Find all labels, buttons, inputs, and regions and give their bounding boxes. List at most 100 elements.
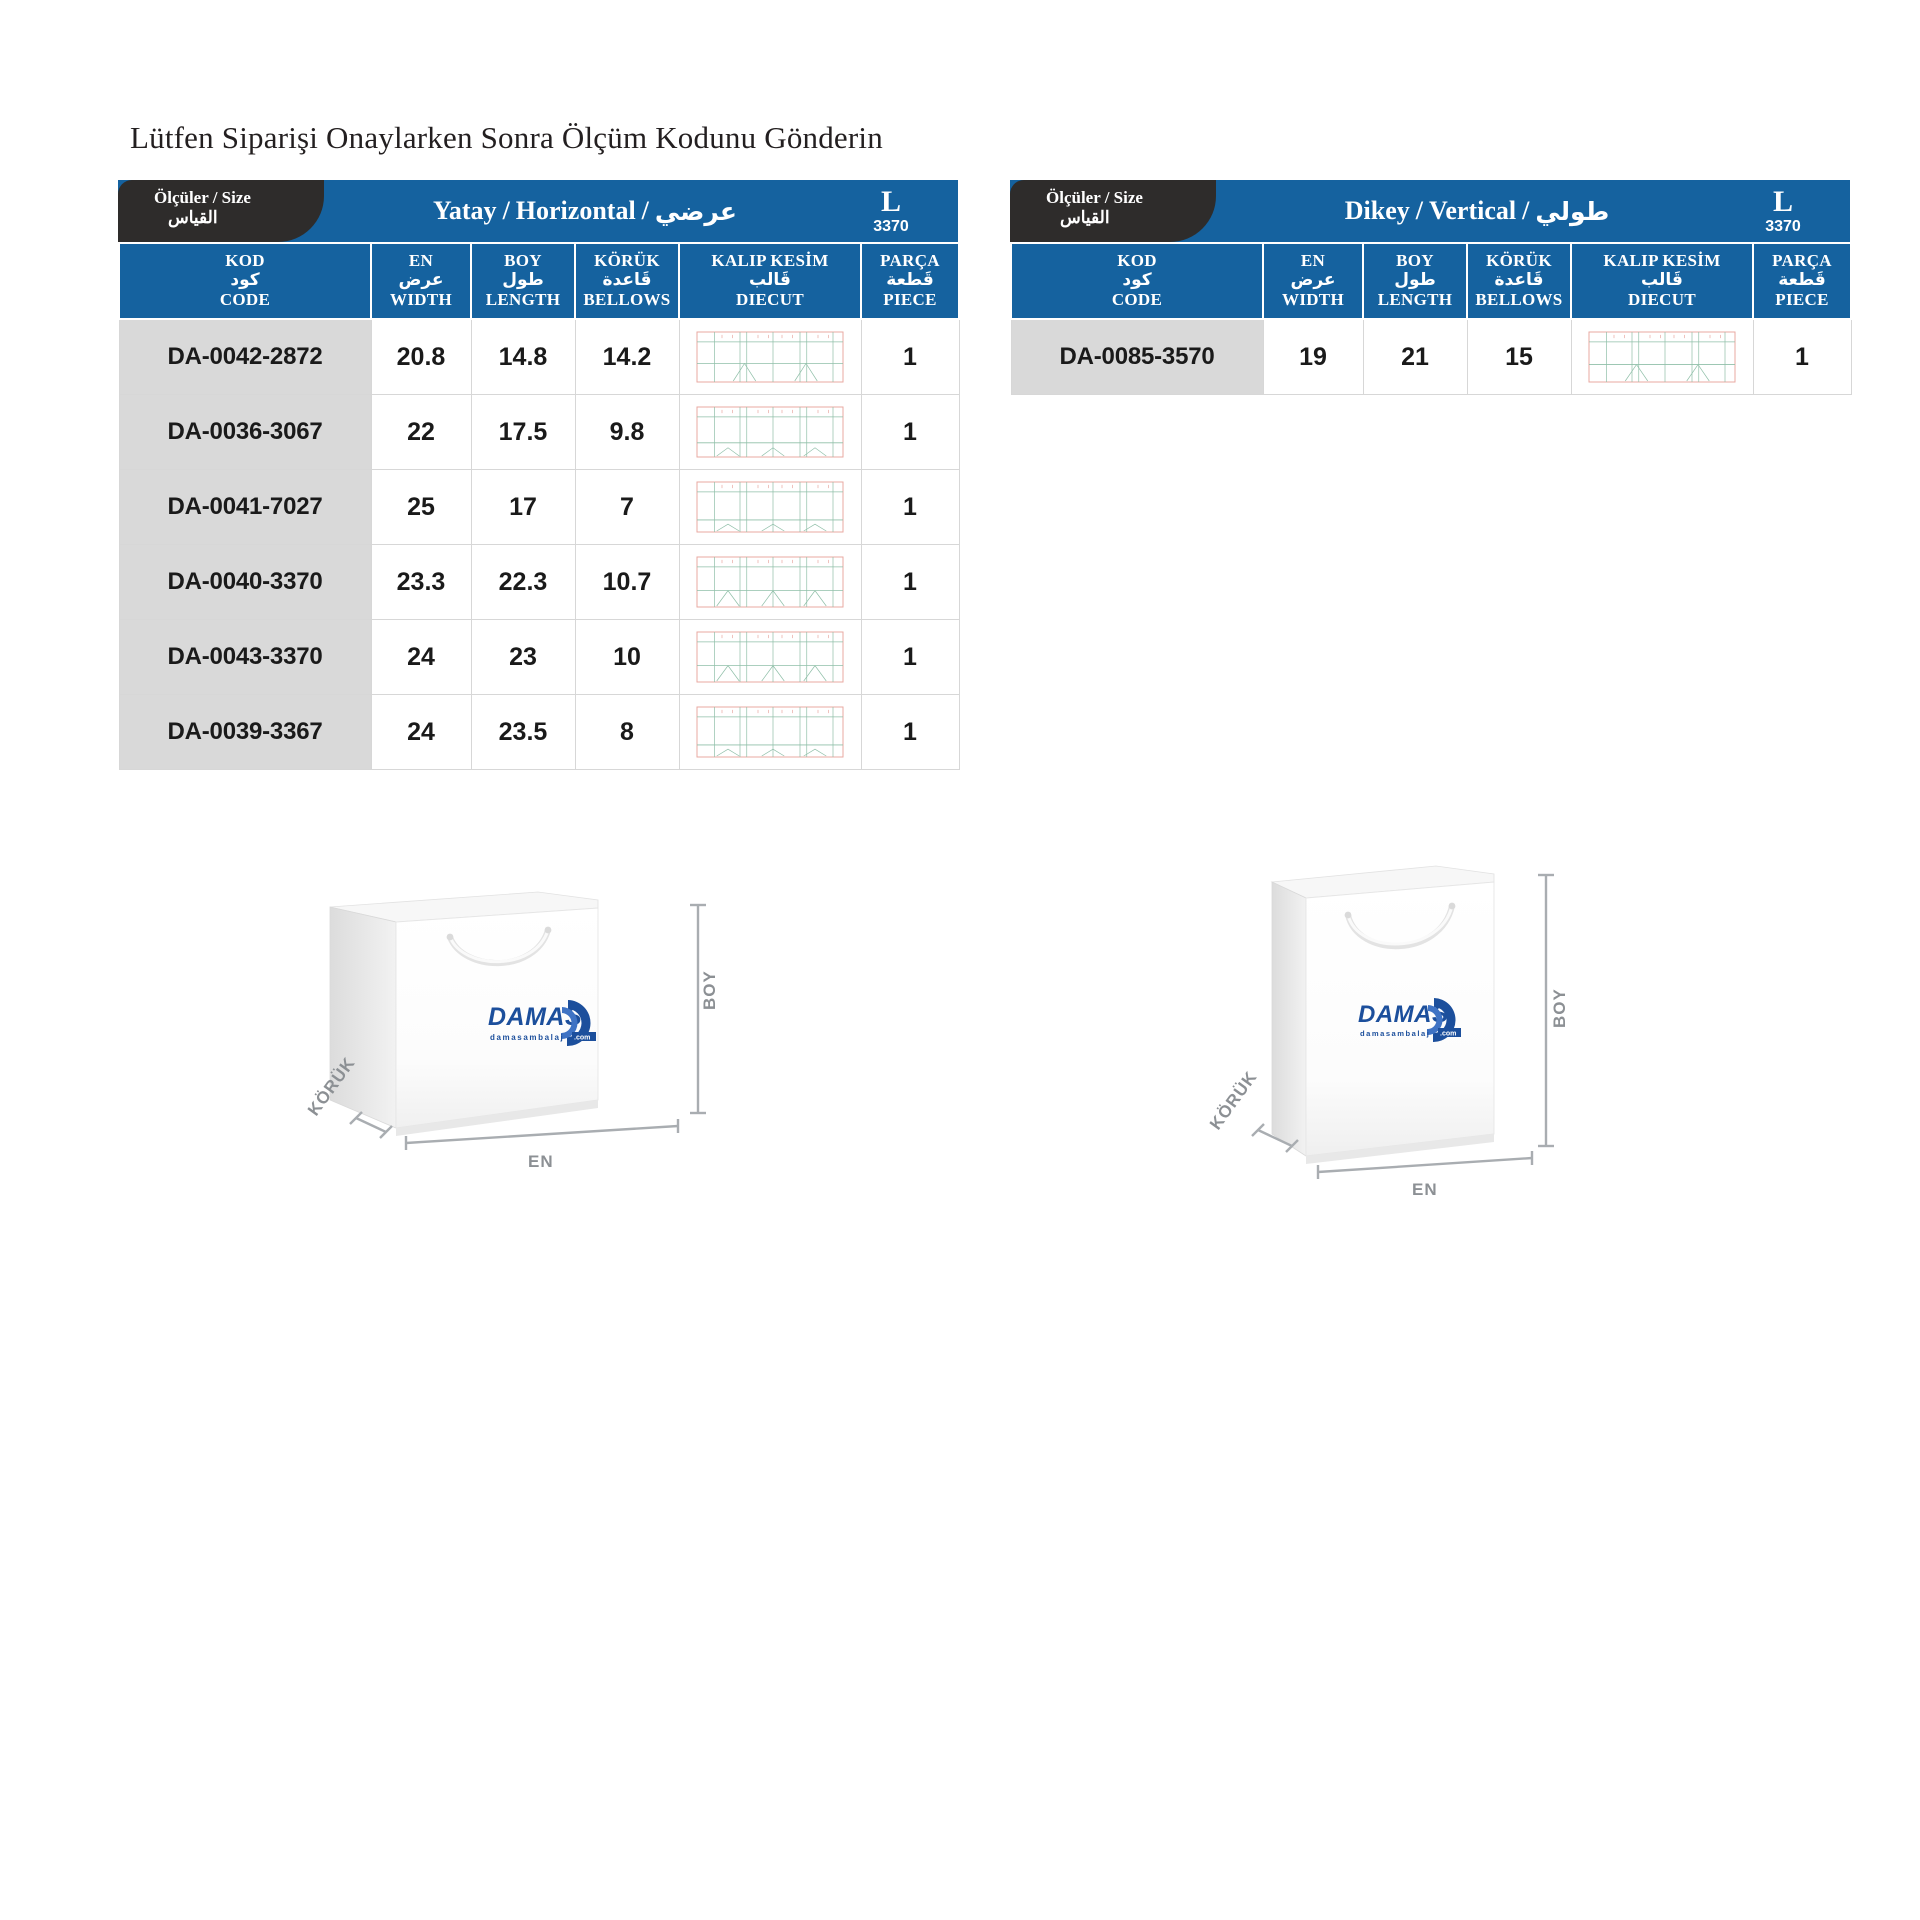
header-code-tr: KOD [225, 251, 265, 270]
header-diecut-ar: قَالب [1641, 270, 1683, 291]
dimension-label-width: EN [528, 1152, 554, 1171]
cell-length: 22.3 [470, 544, 576, 621]
bag-eyelet-left [446, 933, 454, 941]
title-separator-1: / [502, 196, 510, 225]
sizes-grid: KOD كود CODE EN عرض WIDTH BOY طول [1010, 241, 1852, 396]
header-length-en: LENGTH [485, 289, 561, 309]
damas-logo-word: DAMAS [1358, 1001, 1449, 1028]
title-separator-1: / [1415, 196, 1423, 225]
orientation-title-tr: Dikey [1344, 196, 1410, 225]
header-diecut-en: DIECUT [736, 289, 804, 309]
orientation-title-en: Vertical [1428, 196, 1517, 225]
bag-illustration-horizontal: DAMAS damasambalaj .com BOY EN KÖRÜK [300, 860, 760, 1200]
header-diecut-ar: قَالب [749, 270, 791, 291]
header-bellows-ar: قَاعدة [1494, 270, 1544, 291]
bag-eyelet-right [544, 926, 552, 934]
table-row: DA-0036-3067 22 17.5 9.8 1 [118, 394, 960, 471]
header-length-en: LENGTH [1377, 289, 1453, 309]
cell-width: 22 [370, 394, 472, 471]
dimension-line-width [404, 1119, 680, 1150]
orientation-title-ar: عرضي [654, 196, 737, 226]
cell-length: 21 [1362, 318, 1468, 396]
size-badge-letter: L [1772, 185, 1793, 218]
cell-width: 19 [1262, 318, 1364, 396]
cell-bellows: 8 [574, 694, 680, 771]
cell-piece: 1 [1752, 318, 1852, 396]
bag-eyelet-left [1344, 911, 1352, 919]
cell-piece: 1 [860, 318, 960, 396]
page-title: Lütfen Siparişi Onaylarken Sonra Ölçüm K… [130, 120, 883, 155]
header-piece-en: PIECE [1775, 289, 1829, 309]
size-badge-number: 3370 [1765, 218, 1801, 235]
size-tab-label-ar: القياس [168, 208, 218, 227]
column-header-code: KOD كود CODE [118, 241, 372, 321]
diecut-pattern-c [696, 481, 844, 533]
header-bellows-en: BELLOWS [583, 289, 671, 309]
column-header-code: KOD كود CODE [1010, 241, 1264, 321]
diecut-pattern-b [696, 406, 844, 458]
sizes-grid-body: DA-0085-3570 19 21 15 1 [1010, 318, 1852, 396]
column-header-length: BOY طول LENGTH [470, 241, 576, 321]
cell-diecut [678, 318, 862, 396]
cell-code: DA-0042-2872 [118, 318, 372, 396]
header-code-ar: كود [230, 270, 260, 291]
damas-logo-mark-inner [1427, 1005, 1443, 1036]
dimension-line-width [1316, 1151, 1534, 1179]
column-header-piece: PARÇA قَطعة PIECE [1752, 241, 1852, 321]
cell-bellows: 10 [574, 619, 680, 696]
size-tab-label-ar: القياس [1060, 208, 1110, 227]
orientation-title-en: Horizontal [515, 196, 636, 225]
cell-piece: 1 [860, 694, 960, 771]
dimension-line-length [690, 903, 706, 1115]
size-table-horizontal: Ölçüler / Size القياس Yatay / Horizontal… [118, 180, 960, 771]
header-length-ar: طول [1394, 270, 1436, 291]
column-header-length: BOY طول LENGTH [1362, 241, 1468, 321]
cell-piece: 1 [860, 469, 960, 546]
column-header-piece: PARÇA قَطعة PIECE [860, 241, 960, 321]
cell-width: 20.8 [370, 318, 472, 396]
cell-width: 24 [370, 694, 472, 771]
dimension-line-bellows [349, 1111, 393, 1139]
cell-code: DA-0040-3370 [118, 544, 372, 621]
header-code-ar: كود [1122, 270, 1152, 291]
dimension-line-bellows [1251, 1123, 1299, 1153]
header-piece-tr: PARÇA [880, 251, 940, 270]
bag-bottom-edge [396, 1100, 598, 1136]
cell-width: 25 [370, 469, 472, 546]
title-separator-2: / [641, 196, 649, 225]
diecut-pattern-a [696, 331, 844, 383]
diecut-pattern-f [696, 706, 844, 758]
cell-diecut [678, 619, 862, 696]
damas-logo-tagline: damasambalaj [490, 1033, 564, 1042]
damas-logo-mark-inner [561, 1007, 578, 1040]
damas-logo-tld-chip [572, 1032, 596, 1041]
header-width-ar: عرض [398, 270, 444, 291]
table-row: DA-0039-3367 24 23.5 8 1 [118, 694, 960, 771]
cell-bellows: 14.2 [574, 318, 680, 396]
cell-diecut [1570, 318, 1754, 396]
diecut-pattern-v [1588, 331, 1736, 383]
header-code-en: CODE [1111, 289, 1163, 309]
damas-logo-tagline: damasambalaj [1360, 1029, 1430, 1038]
cell-diecut [678, 694, 862, 771]
bag-vertical-drawing: DAMAS damasambalaj .com [1251, 865, 1554, 1179]
header-length-ar: طول [502, 270, 544, 291]
bag-gusset-left [1271, 881, 1307, 1157]
bag-eyelet-right [1448, 902, 1456, 910]
header-diecut-tr: KALIP KESİM [711, 251, 829, 270]
table-row: DA-0041-7027 25 17 7 1 [118, 469, 960, 546]
bag-illustration-vertical: DAMAS damasambalaj .com BOY EN KÖRÜK [1206, 840, 1680, 1210]
orientation-title-tr: Yatay [433, 196, 497, 225]
header-width-en: WIDTH [390, 289, 452, 309]
damas-logo-tld: .com [574, 1035, 590, 1042]
bag-rope-highlight [1346, 904, 1454, 946]
cell-diecut [678, 469, 862, 546]
bag-gusset-left [329, 906, 397, 1129]
header-piece-ar: قَطعة [886, 270, 934, 291]
header-code-en: CODE [219, 289, 271, 309]
sizes-grid-body: DA-0042-2872 20.8 14.8 14.2 1 DA-0036-3067 22 1… [118, 318, 960, 771]
cell-code: DA-0085-3570 [1010, 318, 1264, 396]
orientation-title: Dikey / Vertical / طولي [1216, 180, 1738, 242]
table-header-row: KOD كود CODE EN عرض WIDTH BOY طول [1010, 241, 1852, 321]
cell-code: DA-0041-7027 [118, 469, 372, 546]
